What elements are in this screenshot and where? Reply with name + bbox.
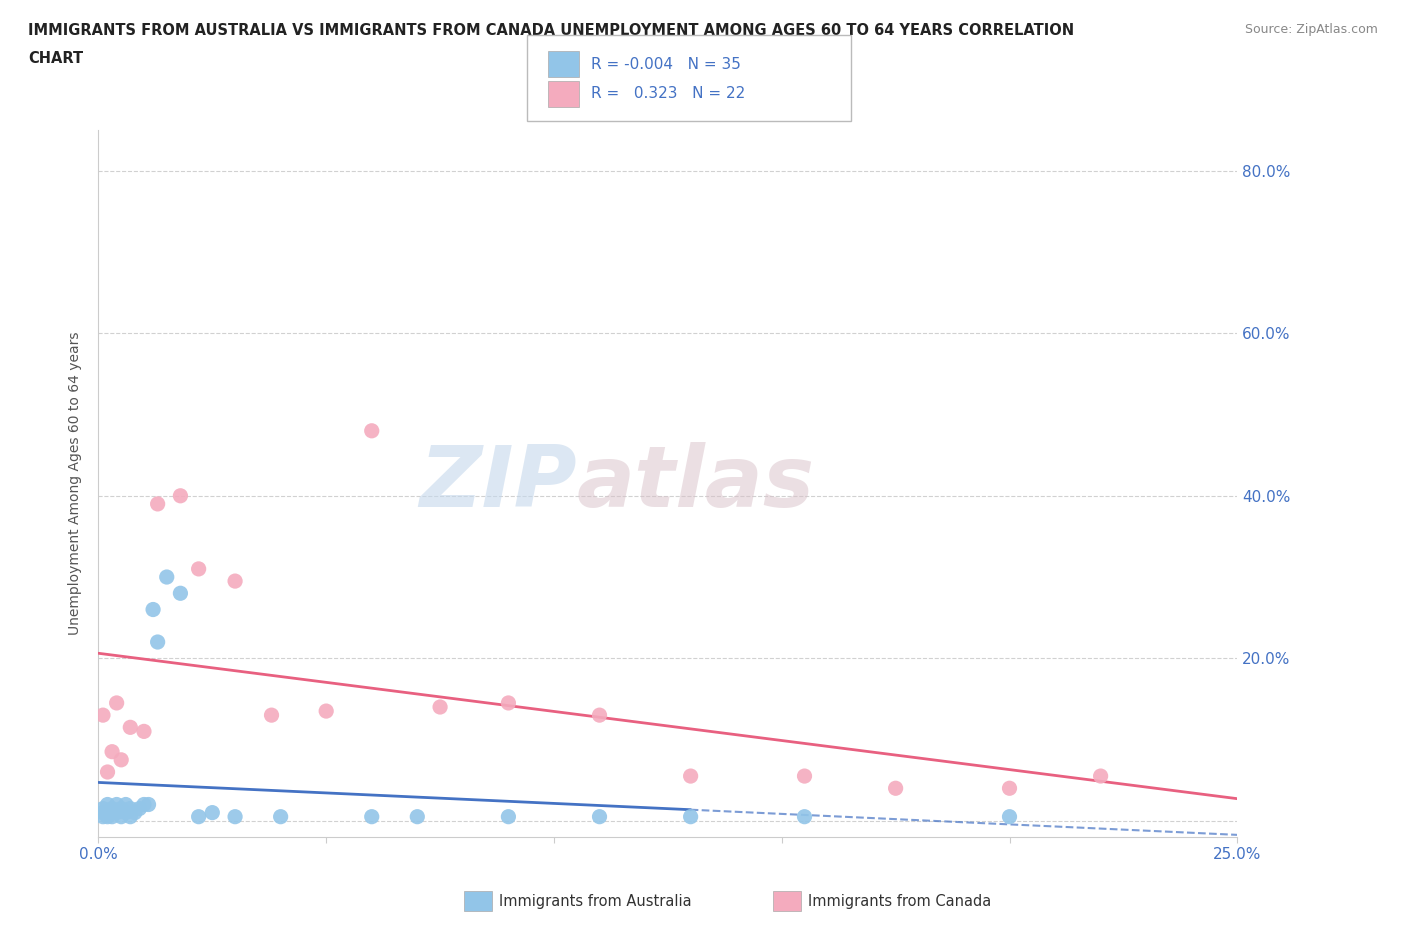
Point [1090,768,1112,783]
Point [360,809,382,824]
Point [91,805,114,820]
Point [884,781,907,796]
Point [110,801,132,816]
Point [114,805,136,820]
Point [224,574,246,589]
Text: Immigrants from Canada: Immigrants from Canada [808,894,991,909]
Point [793,768,815,783]
Point [114,797,136,812]
Point [793,809,815,824]
Point [169,488,191,503]
Text: IMMIGRANTS FROM AUSTRALIA VS IMMIGRANTS FROM CANADA UNEMPLOYMENT AMONG AGES 60 T: IMMIGRANTS FROM AUSTRALIA VS IMMIGRANTS … [28,23,1074,38]
Point [142,602,165,617]
Y-axis label: Unemployment Among Ages 60 to 64 years: Unemployment Among Ages 60 to 64 years [69,332,83,635]
Point [96,764,118,779]
Point [588,708,610,723]
Point [679,768,702,783]
Point [110,752,132,767]
Point [998,809,1021,824]
Point [128,801,150,816]
Point [120,801,142,816]
Text: ZIP: ZIP [419,442,576,525]
Point [169,586,191,601]
Point [260,708,283,723]
Point [146,634,169,649]
Point [187,562,209,577]
Point [224,809,246,824]
Point [96,805,118,820]
Text: CHART: CHART [28,51,83,66]
Point [156,569,179,584]
Point [270,809,292,824]
Point [201,805,224,820]
Text: Immigrants from Australia: Immigrants from Australia [499,894,692,909]
Point [588,809,610,824]
Point [101,801,124,816]
Point [101,744,124,759]
Point [498,809,520,824]
Point [110,809,132,824]
Point [132,724,155,738]
Point [146,497,169,512]
Point [91,809,114,824]
Point [406,809,429,824]
Point [187,809,209,824]
Point [360,423,382,438]
Point [91,708,114,723]
Point [120,720,142,735]
Point [132,797,155,812]
Point [124,805,146,820]
Point [96,797,118,812]
Text: R = -0.004   N = 35: R = -0.004 N = 35 [591,57,741,72]
Text: atlas: atlas [576,442,815,525]
Point [120,809,142,824]
Point [105,797,128,812]
Point [105,805,128,820]
Point [998,781,1021,796]
Point [315,704,337,719]
Point [679,809,702,824]
Point [101,809,124,824]
Point [498,696,520,711]
Point [91,801,114,816]
Point [105,696,128,711]
Text: Source: ZipAtlas.com: Source: ZipAtlas.com [1244,23,1378,36]
Text: R =   0.323   N = 22: R = 0.323 N = 22 [591,86,745,101]
Point [96,809,118,824]
Point [138,797,160,812]
Point [429,699,451,714]
